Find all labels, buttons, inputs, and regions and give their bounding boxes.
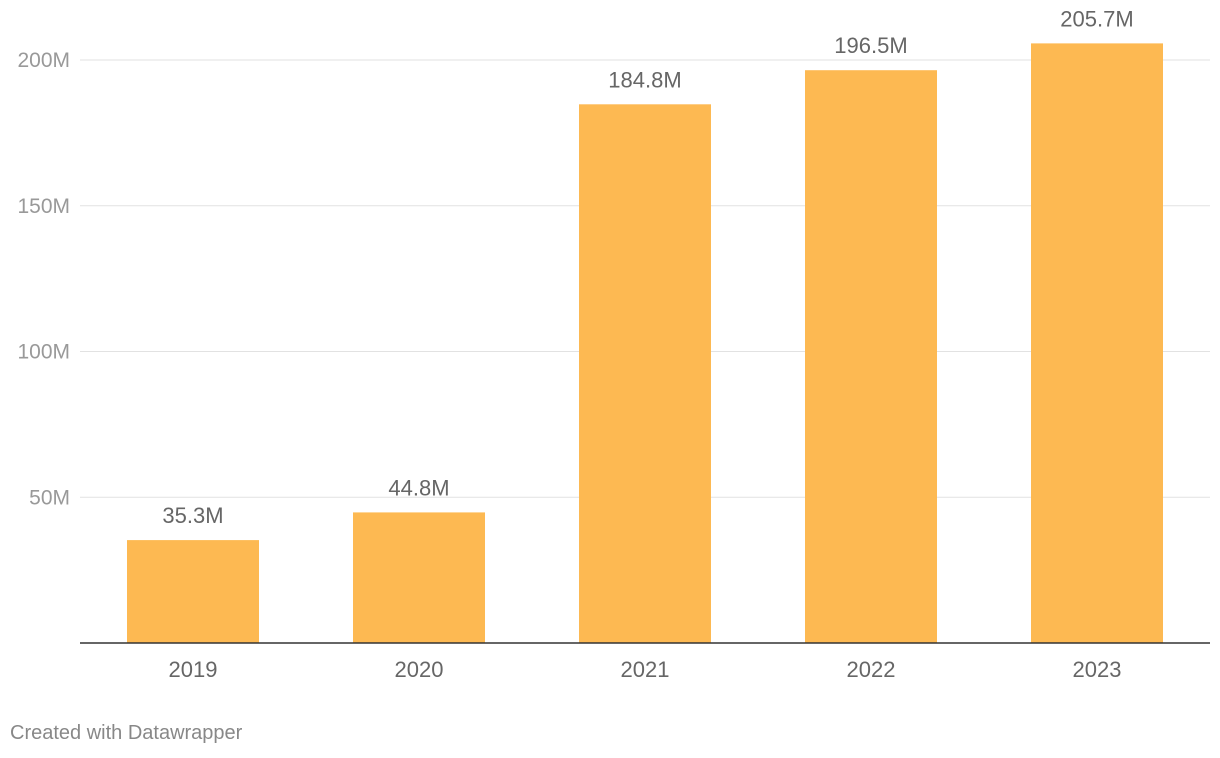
bars — [127, 43, 1163, 644]
bar-value-labels: 35.3M 44.8M 184.8M 196.5M 205.7M — [162, 6, 1133, 528]
bar-value-label: 184.8M — [608, 67, 681, 92]
bar — [127, 540, 259, 643]
x-tick-label: 2021 — [621, 657, 670, 682]
bar-value-label: 35.3M — [162, 503, 223, 528]
bar-value-label: 196.5M — [834, 33, 907, 58]
y-tick-label: 50M — [29, 486, 70, 509]
y-tick-label: 100M — [17, 341, 70, 364]
x-tick-label: 2022 — [847, 657, 896, 682]
x-tick-label: 2019 — [169, 657, 218, 682]
bar — [353, 512, 485, 643]
bar — [805, 70, 937, 643]
bar — [579, 104, 711, 644]
x-axis-tick-labels: 2019 2020 2021 2022 2023 — [169, 657, 1122, 682]
bar — [1031, 43, 1163, 643]
bar-value-label: 205.7M — [1060, 6, 1133, 31]
y-tick-label: 150M — [17, 195, 70, 218]
credit-text: Created with Datawrapper — [10, 722, 243, 744]
x-tick-label: 2020 — [395, 657, 444, 682]
y-tick-label: 200M — [17, 49, 70, 72]
y-axis-tick-labels: 50M 100M 150M 200M — [17, 49, 70, 509]
x-tick-label: 2023 — [1073, 657, 1122, 682]
bar-value-label: 44.8M — [388, 475, 449, 500]
